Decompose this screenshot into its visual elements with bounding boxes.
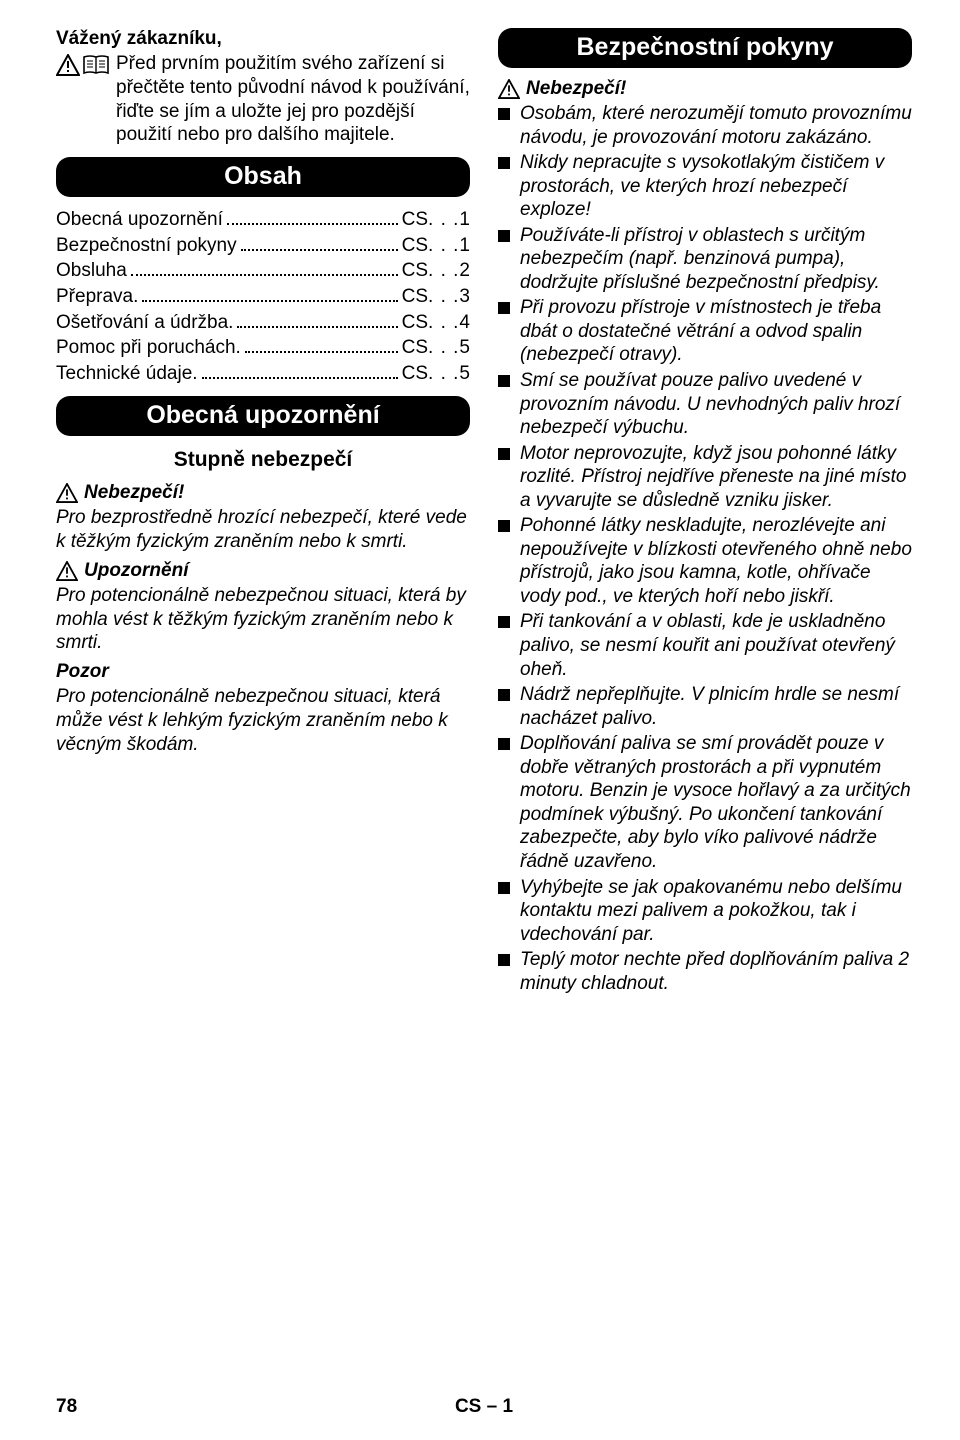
toc-page-dots: . . . <box>428 284 459 310</box>
bullet-text: Vyhýbejte se jak opakovanému nebo delším… <box>520 876 912 947</box>
toc-dots <box>245 336 398 353</box>
greeting: Vážený zákazníku, <box>56 28 470 50</box>
toc-page-dots: . . . <box>428 310 459 336</box>
warn-upozorneni: Upozornění <box>56 560 470 582</box>
bullet-item: Nikdy nepracujte s vysokotlakým čističem… <box>498 151 912 222</box>
intro-text: Před prvním použitím svého zařízení si p… <box>116 52 470 147</box>
toc-row: Technické údaje. CS . . .5 <box>56 361 470 387</box>
nebezpeci-text: Pro bezprostředně hrozící nebezpečí, kte… <box>56 506 470 554</box>
pozor-text: Pro potencionálně nebezpečnou situaci, k… <box>56 685 470 756</box>
bullet-item: Doplňování paliva se smí provádět pouze … <box>498 732 912 873</box>
intro-icons <box>56 54 110 76</box>
book-icon <box>82 54 110 76</box>
footer-center: CS – 1 <box>455 1396 513 1418</box>
footer: 78 CS – 1 <box>56 1396 912 1418</box>
bullet-item: Používáte-li přístroj v oblastech s urči… <box>498 224 912 295</box>
toc-dots <box>237 310 397 327</box>
bullet-text: Nádrž nepřeplňujte. V plnicím hrdle se n… <box>520 683 912 730</box>
toc-row: Obecná upozornění CS . . .1 <box>56 207 470 233</box>
bullet-text: Doplňování paliva se smí provádět pouze … <box>520 732 912 873</box>
warn-nebezpeci-label: Nebezpečí! <box>84 482 184 504</box>
warning-triangle-icon <box>56 561 78 581</box>
toc-page-dots: . . . <box>428 233 459 259</box>
bullet-item: Při provozu přístroje v místnostech je t… <box>498 296 912 367</box>
toc-cs: CS <box>402 258 428 284</box>
bullet-text: Osobám, které nerozumějí tomuto provozní… <box>520 102 912 149</box>
bullet-item: Pohonné látky neskladujte, nerozlévejte … <box>498 514 912 608</box>
left-column: Vážený zákazníku, <box>56 28 470 997</box>
warn-nebezpeci-right-label: Nebezpečí! <box>526 78 626 100</box>
sub-heading-stupne: Stupně nebezpečí <box>56 448 470 472</box>
bullet-text: Smí se používat pouze palivo uvedené v p… <box>520 369 912 440</box>
toc-page: 1 <box>459 207 470 233</box>
bullet-item: Vyhýbejte se jak opakovanému nebo delším… <box>498 876 912 947</box>
toc-cs: CS <box>402 284 428 310</box>
toc-label: Obecná upozornění <box>56 207 223 233</box>
toc-label: Přeprava. <box>56 284 138 310</box>
toc-dots <box>142 285 397 302</box>
bullet-text: Teplý motor nechte před doplňováním pali… <box>520 948 912 995</box>
bullet-text: Při provozu přístroje v místnostech je t… <box>520 296 912 367</box>
toc-row: Ošetřování a údržba. CS . . .4 <box>56 310 470 336</box>
bullet-item: Smí se používat pouze palivo uvedené v p… <box>498 369 912 440</box>
bullet-text: Pohonné látky neskladujte, nerozlévejte … <box>520 514 912 608</box>
toc-cs: CS <box>402 310 428 336</box>
section-obecna: Obecná upozornění <box>56 396 470 436</box>
bullet-list: Osobám, které nerozumějí tomuto provozní… <box>498 102 912 995</box>
toc-cs: CS <box>402 361 428 387</box>
bullet-item: Osobám, které nerozumějí tomuto provozní… <box>498 102 912 149</box>
toc-row: Obsluha CS . . .2 <box>56 258 470 284</box>
upozorneni-text: Pro potencionálně nebezpečnou situaci, k… <box>56 584 470 655</box>
section-obsah: Obsah <box>56 157 470 197</box>
bullet-text: Při tankování a v oblasti, kde je usklad… <box>520 610 912 681</box>
toc-page: 2 <box>459 258 470 284</box>
bullet-text: Používáte-li přístroj v oblastech s urči… <box>520 224 912 295</box>
toc-page: 5 <box>459 361 470 387</box>
toc-label: Obsluha <box>56 258 127 284</box>
warn-nebezpeci-right: Nebezpečí! <box>498 78 912 100</box>
intro-row: Před prvním použitím svého zařízení si p… <box>56 52 470 147</box>
warning-triangle-icon <box>56 54 80 76</box>
section-bezpecnostni: Bezpečnostní pokyny <box>498 28 912 68</box>
toc-page-dots: . . . <box>428 335 459 361</box>
warn-upozorneni-label: Upozornění <box>84 560 189 582</box>
toc-label: Bezpečnostní pokyny <box>56 233 237 259</box>
toc-label: Pomoc při poruchách. <box>56 335 241 361</box>
bullet-item: Motor neprovozujte, když jsou pohonné lá… <box>498 442 912 513</box>
warning-triangle-icon <box>56 483 78 503</box>
bullet-item: Teplý motor nechte před doplňováním pali… <box>498 948 912 995</box>
bullet-item: Nádrž nepřeplňujte. V plnicím hrdle se n… <box>498 683 912 730</box>
toc-cs: CS <box>402 207 428 233</box>
toc-dots <box>131 259 398 276</box>
footer-page-number: 78 <box>56 1396 77 1418</box>
toc-row: Bezpečnostní pokyny CS . . .1 <box>56 233 470 259</box>
bullet-item: Při tankování a v oblasti, kde je usklad… <box>498 610 912 681</box>
toc: Obecná upozorněníCS . . .1Bezpečnostní p… <box>56 207 470 386</box>
toc-cs: CS <box>402 335 428 361</box>
toc-row: Přeprava. CS . . .3 <box>56 284 470 310</box>
toc-dots <box>202 362 398 379</box>
warn-nebezpeci: Nebezpečí! <box>56 482 470 504</box>
toc-page: 1 <box>459 233 470 259</box>
toc-label: Technické údaje. <box>56 361 198 387</box>
toc-dots <box>227 208 398 225</box>
toc-page: 4 <box>459 310 470 336</box>
toc-page-dots: . . . <box>428 258 459 284</box>
bullet-text: Motor neprovozujte, když jsou pohonné lá… <box>520 442 912 513</box>
toc-row: Pomoc při poruchách. CS . . .5 <box>56 335 470 361</box>
pozor-label: Pozor <box>56 661 470 683</box>
right-column: Bezpečnostní pokyny Nebezpečí! Osobám, k… <box>498 28 912 997</box>
toc-cs: CS <box>402 233 428 259</box>
toc-page-dots: . . . <box>428 361 459 387</box>
warning-triangle-icon <box>498 79 520 99</box>
toc-page: 5 <box>459 335 470 361</box>
toc-page: 3 <box>459 284 470 310</box>
toc-label: Ošetřování a údržba. <box>56 310 233 336</box>
toc-page-dots: . . . <box>428 207 459 233</box>
toc-dots <box>241 234 398 251</box>
bullet-text: Nikdy nepracujte s vysokotlakým čističem… <box>520 151 912 222</box>
